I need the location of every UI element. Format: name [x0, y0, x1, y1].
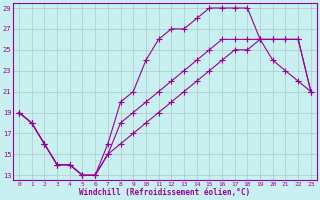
X-axis label: Windchill (Refroidissement éolien,°C): Windchill (Refroidissement éolien,°C) [79, 188, 251, 197]
